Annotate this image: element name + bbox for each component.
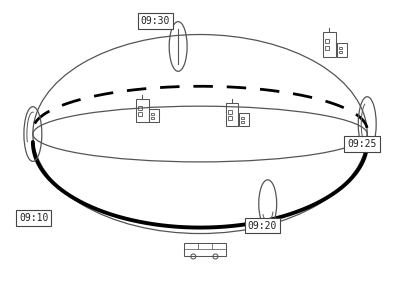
Bar: [339, 47, 342, 49]
Text: 09:25: 09:25: [347, 139, 377, 149]
Bar: [228, 110, 231, 114]
Bar: [151, 113, 154, 115]
Bar: [136, 99, 148, 122]
Bar: [184, 243, 226, 256]
Text: 09:10: 09:10: [19, 213, 48, 222]
Bar: [325, 39, 329, 43]
Bar: [149, 109, 159, 122]
Bar: [339, 51, 342, 53]
Bar: [138, 112, 142, 116]
Bar: [151, 117, 154, 119]
Bar: [325, 46, 329, 50]
Bar: [337, 43, 347, 57]
Bar: [228, 116, 231, 120]
Bar: [241, 116, 244, 119]
Bar: [226, 103, 238, 126]
Bar: [241, 121, 244, 123]
Bar: [239, 113, 249, 126]
Bar: [138, 106, 142, 110]
Text: 09:30: 09:30: [141, 16, 170, 26]
Bar: [323, 32, 336, 57]
Text: 09:20: 09:20: [248, 221, 277, 231]
